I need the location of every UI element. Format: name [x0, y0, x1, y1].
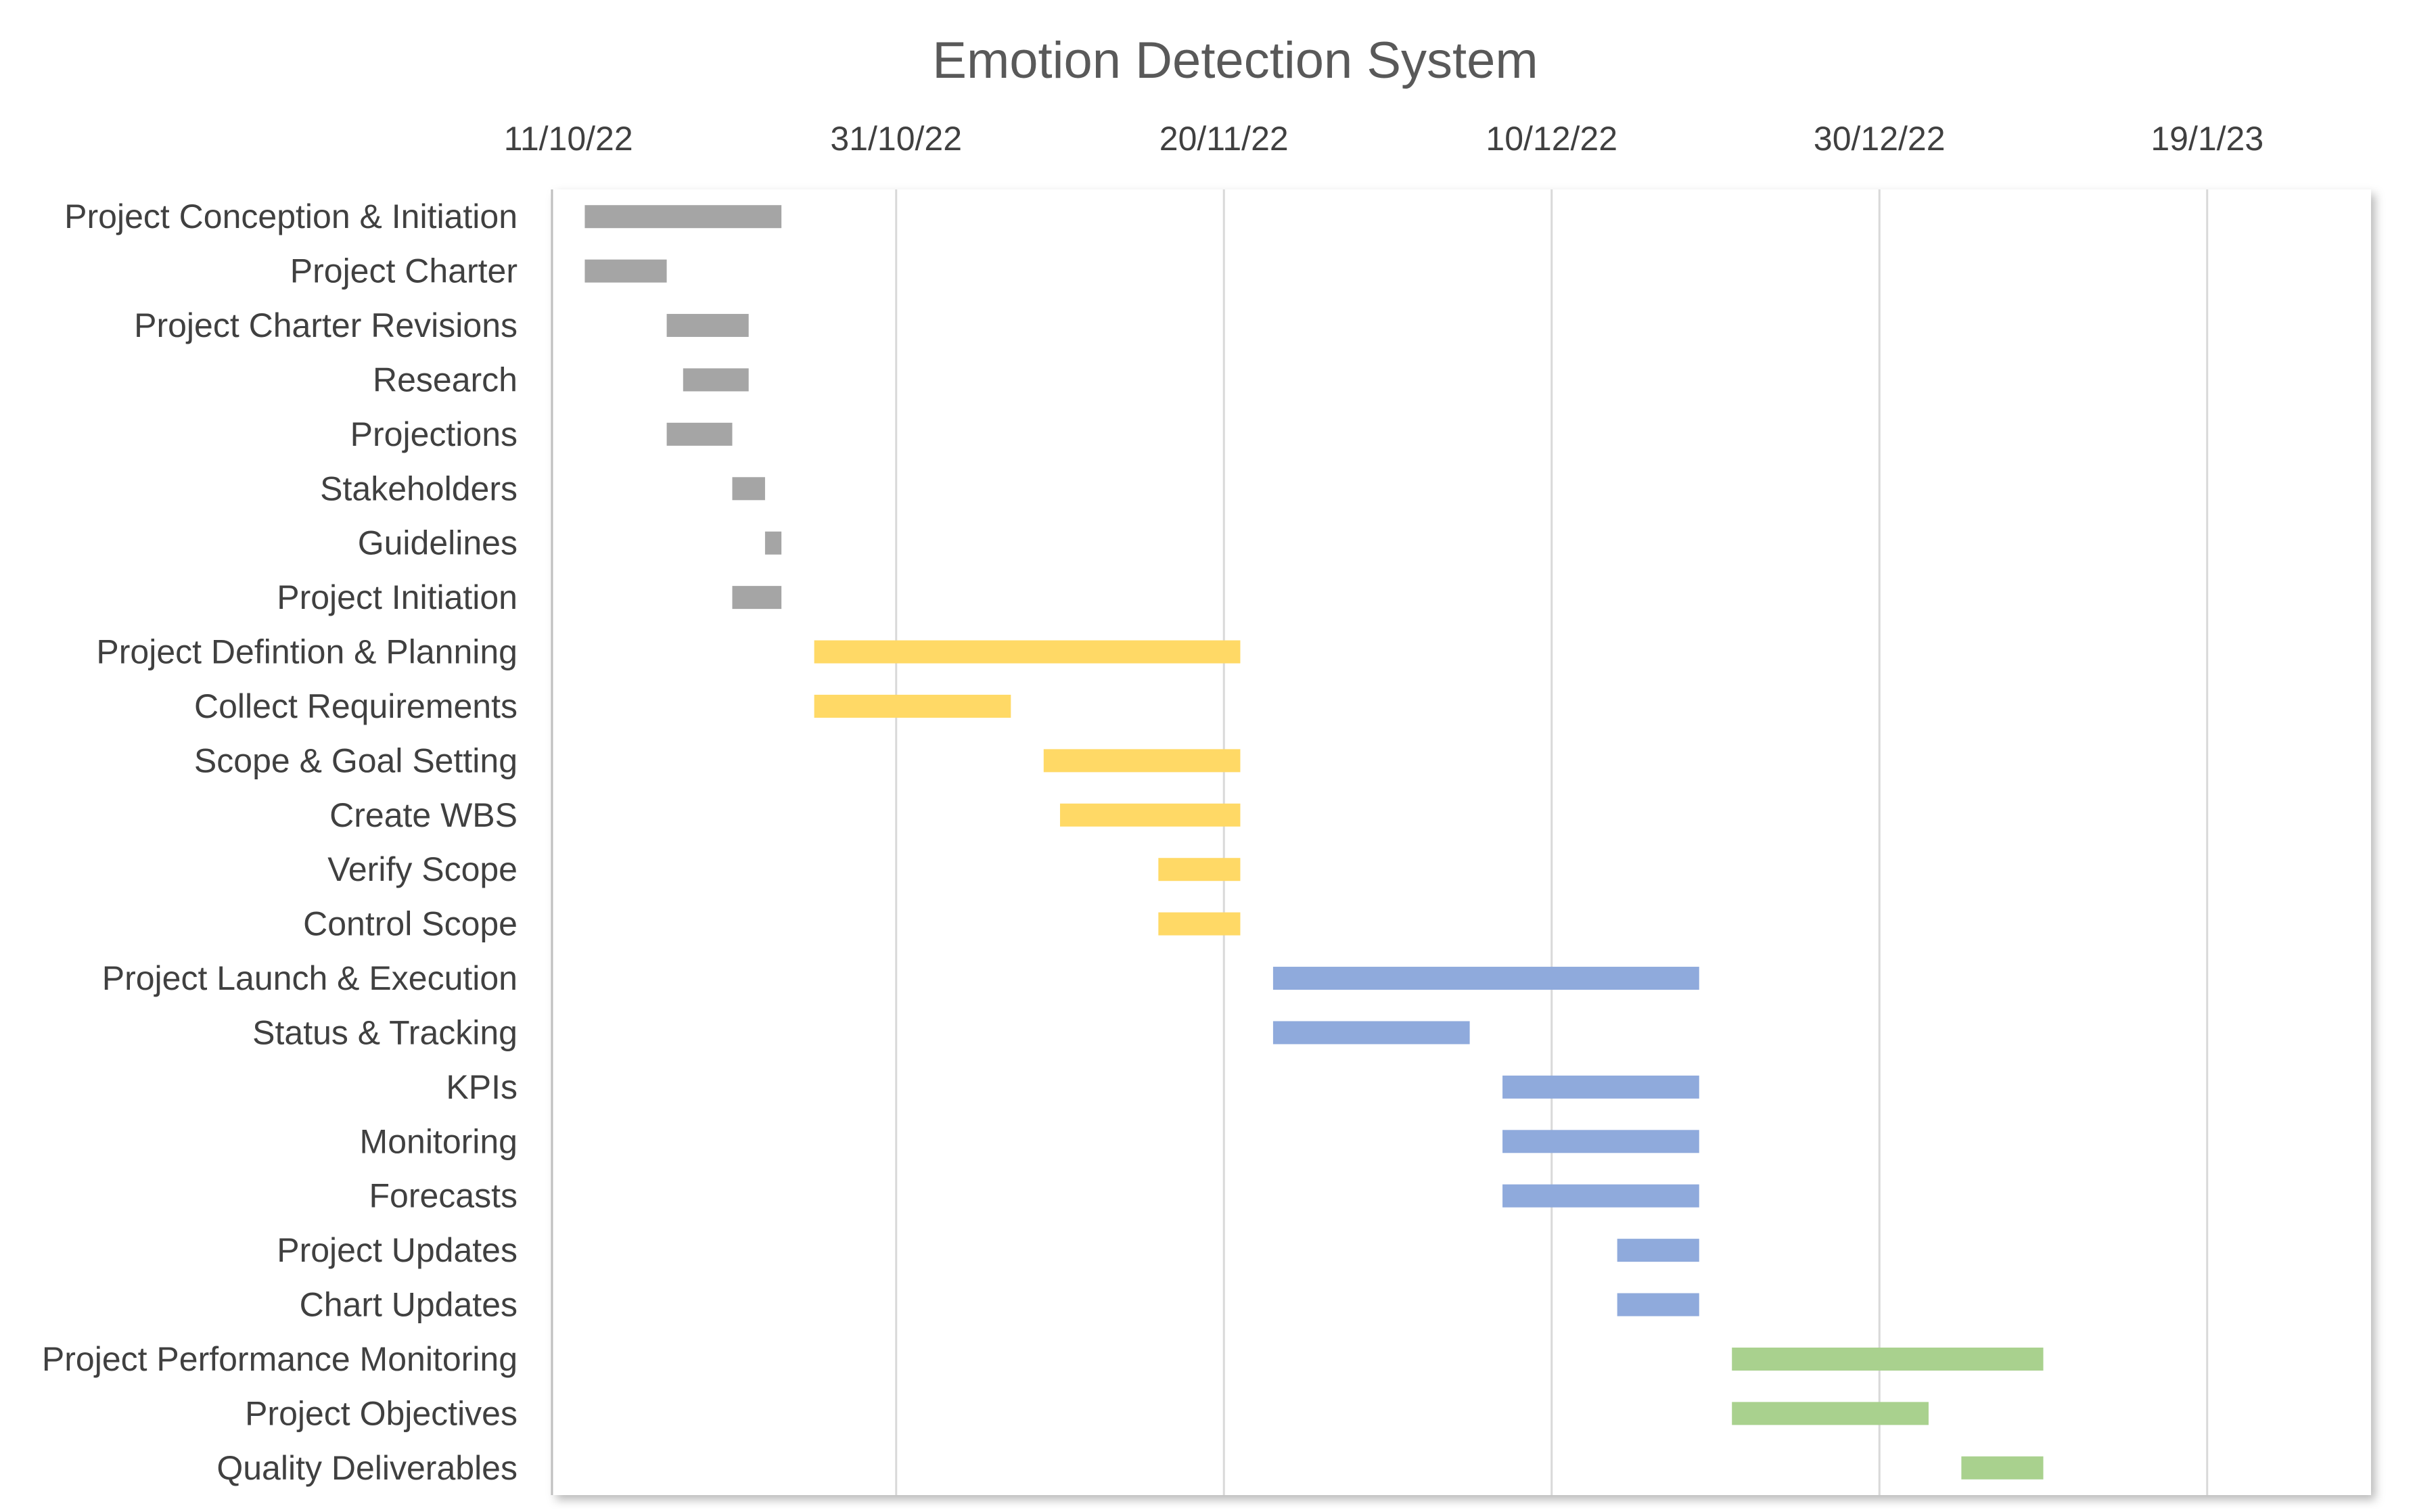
task-label: Project Initiation — [277, 578, 518, 616]
task-bar-project-charter — [584, 259, 667, 283]
task-label: Project Launch & Execution — [102, 959, 518, 997]
gridlines — [895, 189, 2209, 1495]
x-axis-tick-labels: 11/10/22 31/10/22 20/11/22 10/12/22 30/12/22… — [504, 120, 2263, 158]
task-bar-project-performance-monitoring — [1732, 1347, 2044, 1371]
task-bar-create-wbs — [1059, 803, 1241, 827]
task-bar-status-and-tracking — [1272, 1021, 1470, 1045]
task-bar-forecasts — [1502, 1184, 1699, 1208]
task-label: Stakeholders — [320, 469, 518, 507]
task-label: Monitoring — [360, 1122, 518, 1160]
task-label: Project Charter Revisions — [134, 306, 518, 344]
x-tick-label: 20/11/22 — [1159, 120, 1289, 158]
task-bar-collect-requirements — [814, 694, 1011, 718]
plot-area — [552, 189, 2371, 1495]
x-tick-label: 31/10/22 — [830, 120, 962, 158]
task-label: Forecasts — [369, 1177, 518, 1215]
task-bar-project-objectives — [1732, 1402, 1929, 1425]
task-bar-quality-deliverables — [1961, 1456, 2044, 1480]
task-label: Status & Tracking — [252, 1013, 518, 1051]
task-label: Research — [373, 361, 518, 398]
task-bar-chart-updates — [1617, 1293, 1699, 1316]
task-bar-guidelines — [764, 531, 782, 555]
task-bar-projections — [666, 422, 733, 446]
task-label: Project Updates — [277, 1231, 518, 1269]
task-label: Chart Updates — [300, 1286, 518, 1324]
task-bar-project-initiation — [732, 586, 782, 610]
task-bar-kpis — [1502, 1075, 1699, 1099]
task-label: Collect Requirements — [194, 687, 518, 725]
task-labels: Project Conception & Initiation Project C… — [42, 198, 518, 1487]
task-bar-verify-scope — [1158, 858, 1241, 881]
task-label: Project Performance Monitoring — [42, 1340, 518, 1378]
task-bar-project-conception-and-initiation — [584, 205, 782, 229]
task-bar-stakeholders — [732, 477, 765, 501]
task-bar-project-defintion-and-planning — [814, 640, 1241, 664]
task-bar-project-launch-and-execution — [1272, 967, 1699, 990]
task-label: Project Conception & Initiation — [64, 198, 518, 235]
task-label: Guidelines — [358, 524, 518, 562]
task-bar-project-charter-revisions — [666, 314, 749, 338]
task-label: Project Defintion & Planning — [96, 633, 518, 671]
x-tick-label: 10/12/22 — [1486, 120, 1617, 158]
task-label: KPIs — [446, 1068, 518, 1106]
task-bar-project-updates — [1617, 1239, 1699, 1262]
task-bars — [584, 205, 2044, 1480]
task-label: Quality Deliverables — [216, 1449, 518, 1487]
task-bar-monitoring — [1502, 1130, 1699, 1153]
x-tick-label: 30/12/22 — [1814, 120, 1946, 158]
task-bar-control-scope — [1158, 912, 1241, 936]
x-tick-label: 11/10/22 — [504, 120, 633, 158]
task-label: Control Scope — [303, 905, 518, 943]
chart-title: Emotion Detection System — [932, 32, 1538, 89]
task-label: Verify Scope — [327, 850, 518, 888]
task-bar-research — [683, 368, 749, 392]
task-label: Scope & Goal Setting — [194, 741, 518, 779]
task-label: Projections — [350, 415, 518, 453]
task-label: Create WBS — [329, 796, 518, 834]
x-tick-label: 19/1/23 — [2151, 120, 2263, 158]
task-bar-scope-and-goal-setting — [1043, 749, 1241, 773]
task-label: Project Objectives — [245, 1394, 518, 1432]
task-label: Project Charter — [290, 252, 518, 290]
